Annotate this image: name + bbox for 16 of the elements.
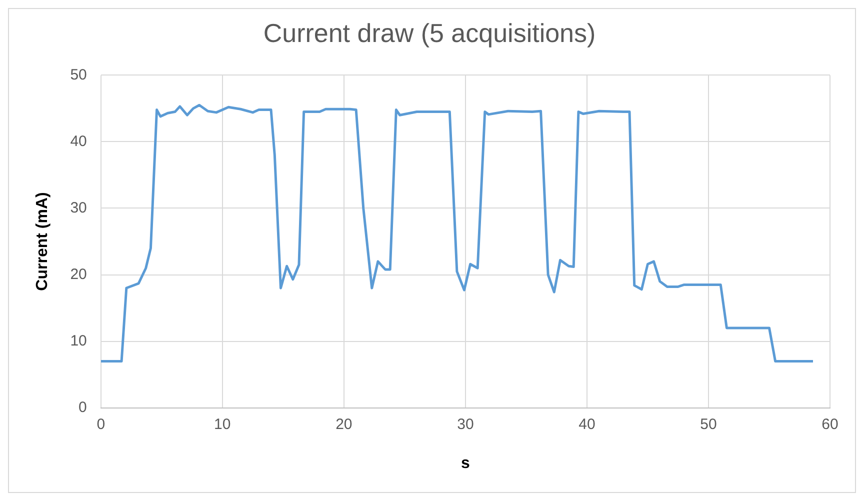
y-tick-label: 50 xyxy=(70,66,87,84)
y-axis-title: Current (mA) xyxy=(34,192,52,291)
x-tick-label: 20 xyxy=(336,416,352,433)
x-tick-label: 30 xyxy=(457,416,474,433)
y-tick-label: 30 xyxy=(70,199,87,216)
y-tick-label: 20 xyxy=(70,266,87,283)
y-tick-label: 10 xyxy=(70,332,87,350)
chart-title: Current draw (5 acquisitions) xyxy=(263,18,596,48)
y-tick-label: 0 xyxy=(78,398,87,416)
y-tick-label: 40 xyxy=(70,132,87,150)
x-tick-label: 60 xyxy=(822,416,838,433)
x-axis-title: s xyxy=(460,454,470,472)
x-tick-label: 0 xyxy=(96,416,106,433)
x-tick-label: 50 xyxy=(700,416,717,433)
x-tick-label: 10 xyxy=(214,416,231,433)
x-tick-label: 40 xyxy=(578,416,596,433)
